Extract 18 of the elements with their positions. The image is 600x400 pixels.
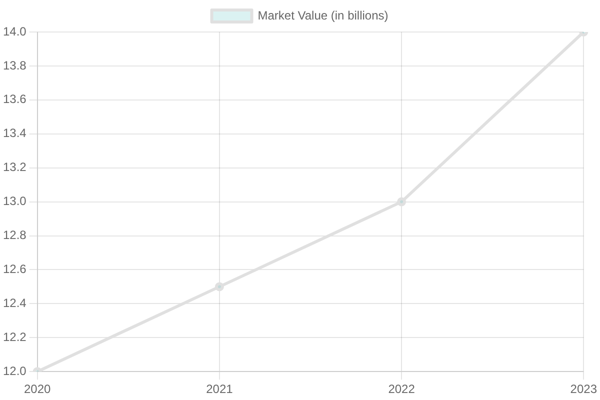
- y-tick-label: 12.8: [2, 228, 27, 242]
- point: [214, 282, 224, 292]
- y-tick-label: 13.6: [2, 92, 27, 106]
- y-tick-label: 12.2: [2, 330, 27, 344]
- x-tick-label: 2023: [570, 382, 598, 396]
- y-tick-label: 13.0: [2, 194, 27, 208]
- y-tick-label: 13.8: [2, 58, 27, 72]
- legend-label: Market Value (in billions): [258, 8, 388, 22]
- y-tick-label: 12.0: [2, 364, 27, 378]
- y-tick-label: 12.4: [2, 296, 27, 310]
- point: [397, 197, 406, 206]
- x-tick-label: 2022: [388, 382, 416, 396]
- y-tick-label: 13.4: [2, 126, 27, 140]
- y-tick-label: 13.2: [2, 160, 27, 174]
- x-tick-label: 2020: [24, 382, 52, 396]
- y-tick-label: 12.6: [2, 262, 27, 276]
- x-tick-label: 2021: [206, 382, 234, 396]
- y-tick-label: 14.0: [2, 24, 27, 38]
